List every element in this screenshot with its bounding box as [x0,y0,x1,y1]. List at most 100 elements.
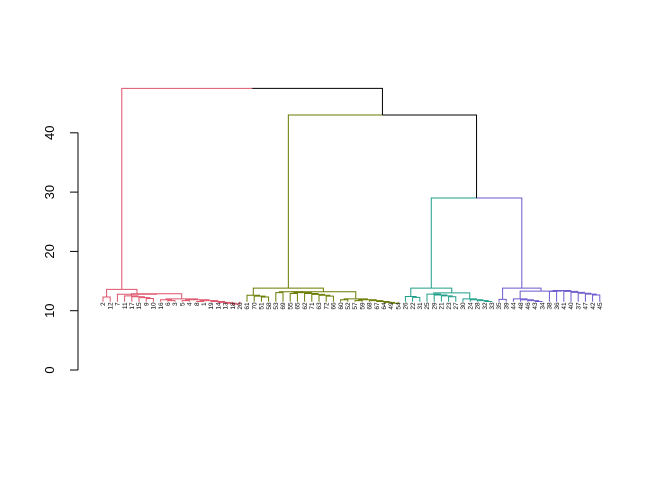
dendrogram-link [577,292,592,302]
leaf-label: 14 [215,302,222,310]
leaf-label: 49 [388,302,395,310]
leaf-label: 70 [251,302,258,310]
leaf-label: 20 [237,302,244,310]
leaf-label: 64 [381,302,388,310]
leaf-label: 12 [107,302,114,310]
leaf-label: 15 [136,302,143,310]
leaf-label: 55 [287,302,294,310]
leaf-label: 27 [453,302,460,310]
leaf-label: 37 [575,302,582,310]
dendrogram-link [287,114,383,289]
dendrogram-link [145,298,154,302]
dendrogram-link [167,300,176,302]
leaf-label: 63 [316,302,323,310]
leaf-labels: 2 12 7 11 17 15 9 10 16 6 3 5 4 8 1 19 14 13 18 20 61 70 51 58 5… [100,302,604,310]
dendrogram-link [102,296,111,302]
leaf-label: 4 [187,302,194,306]
leaf-label: 10 [151,302,158,310]
dendrogram-link [340,299,349,302]
dendrogram-link [433,294,448,302]
leaf-label: 1 [201,302,208,306]
leaf-label: 3 [172,302,179,306]
y-tick-label: 30 [42,185,57,199]
dendrogram-link [289,293,298,302]
leaf-label: 61 [244,302,251,310]
leaf-label: 21 [439,302,446,310]
dendrogram-link [253,295,266,302]
leaf-label: 52 [345,302,352,310]
leaf-label: 8 [194,302,201,306]
dendrogram-link [130,293,183,299]
y-tick-label: 40 [42,126,57,140]
dendrogram-link [430,197,477,289]
dendrogram-link [210,301,225,303]
leaf-label: 57 [352,302,359,310]
leaf-label: 19 [208,302,215,310]
leaf-label: 35 [496,302,503,310]
leaf-label: 25 [424,302,431,310]
dendrogram-link [448,296,457,302]
leaf-label: 40 [568,302,575,310]
dendrogram-link [181,300,190,302]
dendrogram-link [260,296,270,302]
dendrogram-link [325,295,334,302]
leaf-label: 59 [359,302,366,310]
leaf-label: 16 [158,302,165,310]
leaf-label: 30 [460,302,467,310]
leaf-label: 9 [143,302,150,306]
leaf-label: 28 [475,302,482,310]
dendrogram-link [121,87,253,290]
leaf-label: 47 [583,302,590,310]
dendrogram-link [252,87,383,116]
leaf-label: 26 [403,302,410,310]
leaf-label: 45 [597,302,604,310]
leaf-label: 43 [532,302,539,310]
leaf-label: 33 [489,302,496,310]
leaf-label: 69 [280,302,287,310]
leaf-label: 23 [446,302,453,310]
leaf-label: 65 [295,302,302,310]
leaf-label: 60 [338,302,345,310]
leaf-label: 11 [122,302,129,309]
dendrogram-link [382,114,478,199]
leaf-label: 46 [525,302,532,310]
dendrogram-link [275,292,284,302]
leaf-label: 67 [374,302,381,310]
y-axis: 0 10 20 30 40 [42,126,79,374]
y-tick-label: 10 [42,303,57,317]
dendrogram-link [116,293,158,302]
dendrogram-link [354,300,363,302]
leaf-label: 58 [266,302,273,310]
leaf-label: 62 [302,302,309,310]
leaf-label: 68 [367,302,374,310]
leaf-label: 34 [539,302,546,310]
leaf-label: 72 [323,302,330,310]
leaf-label: 54 [395,302,402,310]
leaf-label: 2 [100,302,107,306]
dendrogram-link [290,291,357,299]
leaf-label: 17 [129,302,136,310]
dendrogram-tree [102,87,601,305]
leaf-label: 29 [431,302,438,310]
leaf-label: 48 [518,302,525,310]
dendrogram-link [502,287,542,300]
leaf-label: 51 [259,302,266,310]
leaf-label: 7 [115,302,122,306]
dendrogram-link [498,298,507,302]
leaf-label: 5 [179,302,186,306]
leaf-label: 22 [410,302,417,310]
leaf-label: 18 [230,302,237,310]
y-tick-label: 0 [42,366,57,373]
leaf-label: 38 [547,302,554,310]
leaf-label: 32 [482,302,489,310]
leaf-label: 13 [223,302,230,310]
leaf-label: 39 [503,302,510,310]
dendrogram-link [412,296,421,302]
leaf-label: 41 [561,302,568,310]
leaf-label: 24 [467,302,474,310]
y-tick-label: 20 [42,244,57,258]
leaf-label: 36 [554,302,561,310]
dendrogram-link [376,301,390,303]
leaf-label: 44 [511,302,518,310]
